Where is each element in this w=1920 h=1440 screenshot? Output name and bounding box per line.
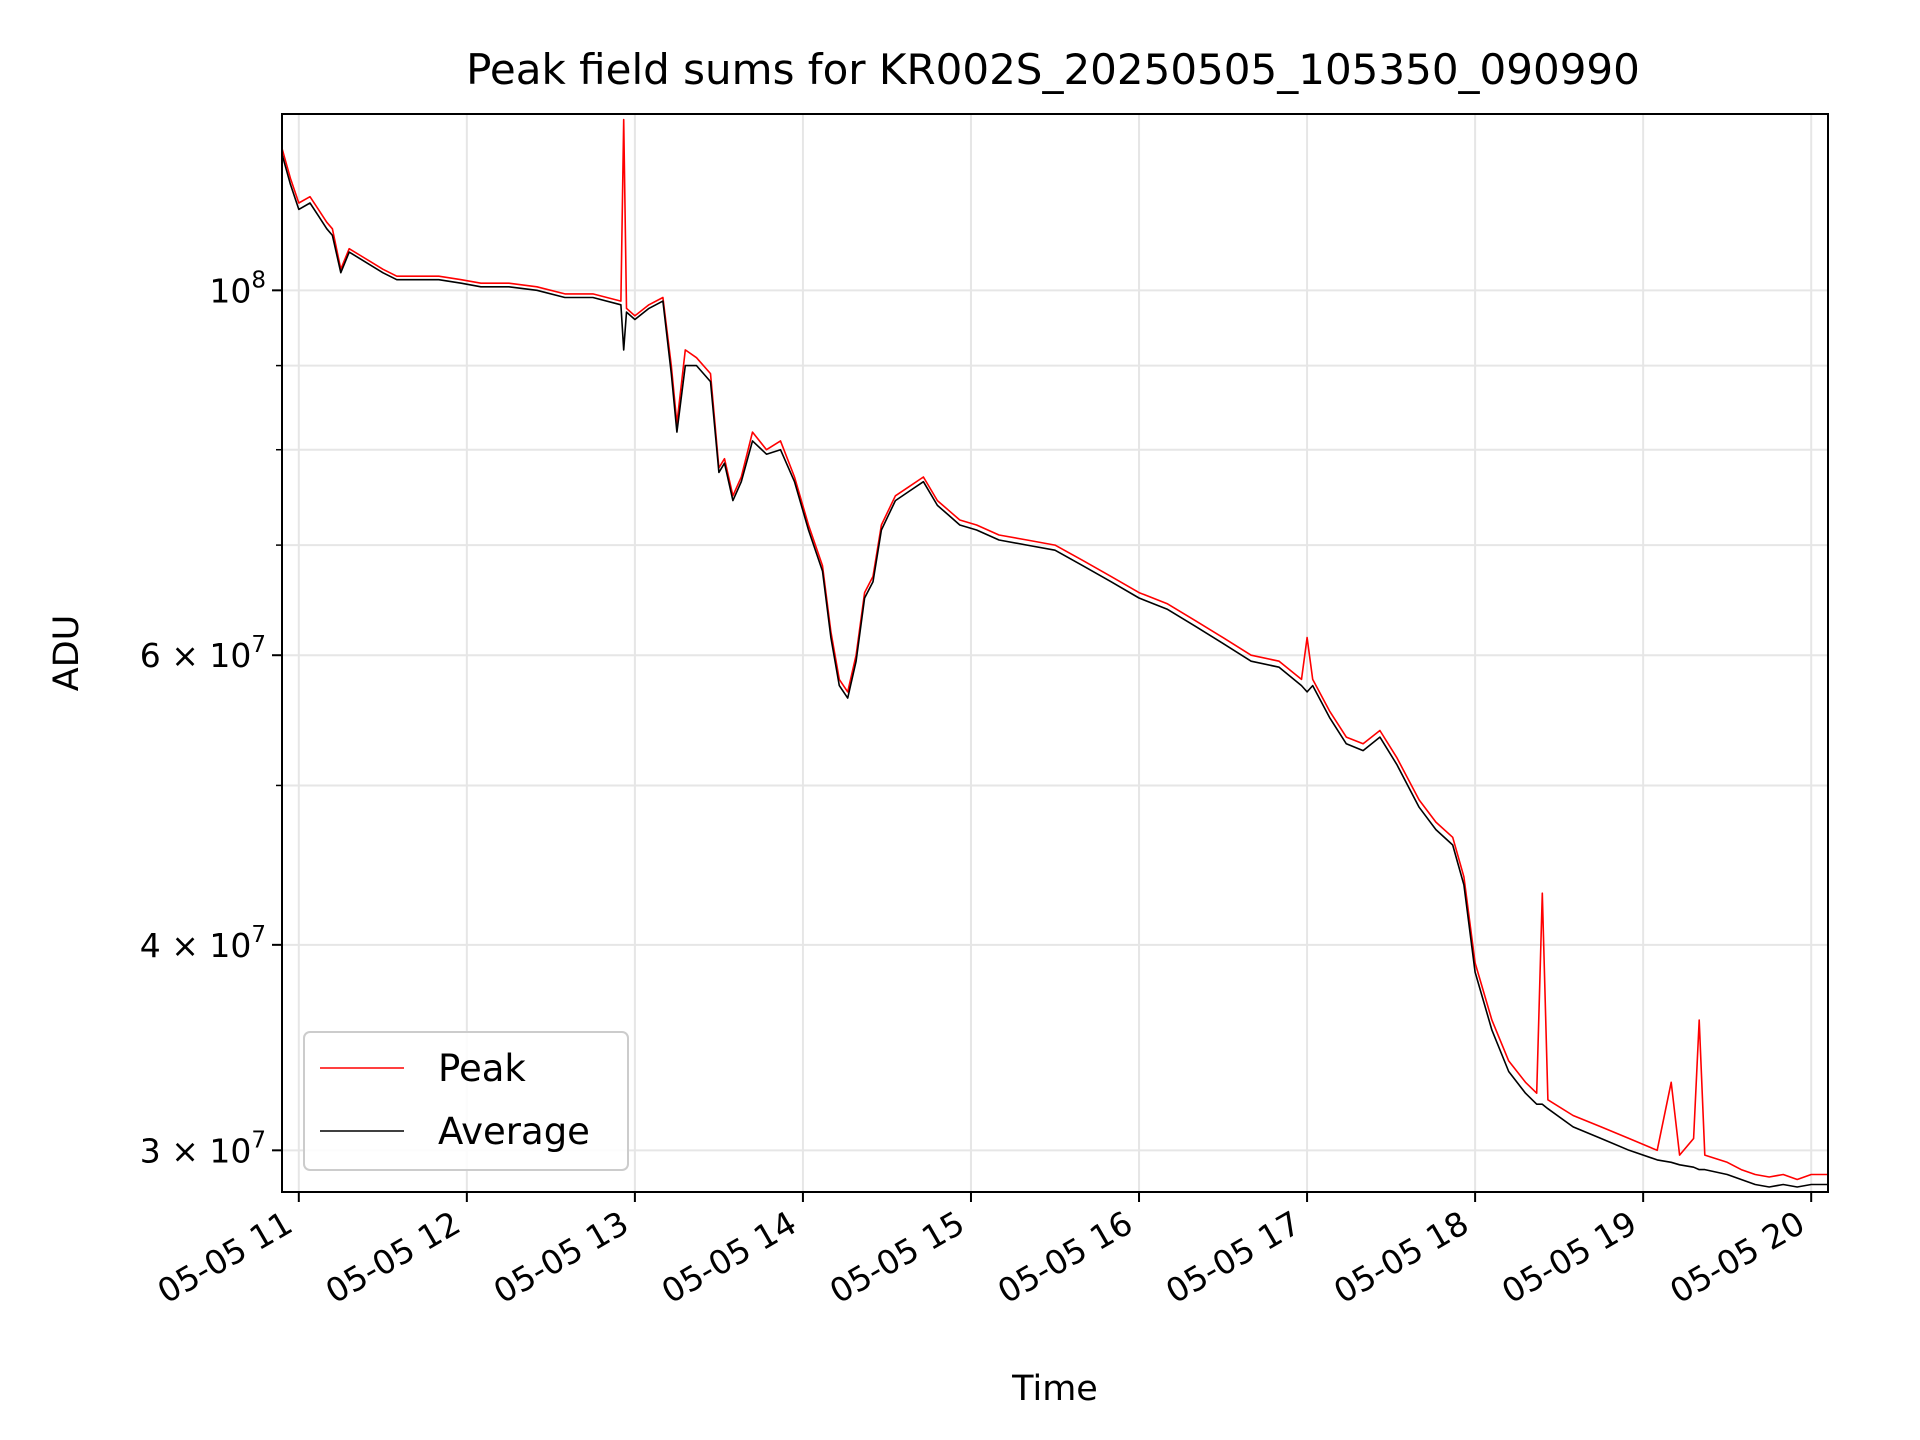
y-tick-times: × bbox=[161, 1131, 210, 1170]
y-tick-times: × bbox=[161, 636, 210, 675]
series-line-average bbox=[282, 153, 1828, 1188]
y-tick-times: × bbox=[161, 926, 210, 965]
legend-label-peak: Peak bbox=[438, 1047, 526, 1090]
y-tick-mantissa: 4 bbox=[140, 926, 161, 965]
x-axis-label: Time bbox=[1011, 1369, 1098, 1409]
y-tick-label: 4 × 107 bbox=[140, 922, 266, 965]
series-line-peak bbox=[282, 118, 1828, 1181]
y-tick-label: 6 × 107 bbox=[140, 632, 266, 675]
y-tick-base: 10 bbox=[209, 271, 251, 310]
y-tick-mantissa: 6 bbox=[140, 636, 161, 675]
y-tick-exponent: 8 bbox=[251, 267, 266, 293]
legend: Peak Average bbox=[303, 1031, 629, 1171]
y-tick-exponent: 7 bbox=[251, 632, 266, 658]
y-tick-label: 3 × 107 bbox=[140, 1127, 266, 1170]
y-tick-exponent: 7 bbox=[251, 1127, 266, 1153]
legend-label-average: Average bbox=[438, 1110, 590, 1153]
y-tick-base: 10 bbox=[209, 636, 251, 675]
y-tick-mantissa: 3 bbox=[140, 1131, 161, 1170]
series-lines bbox=[282, 118, 1828, 1188]
y-tick-base: 10 bbox=[209, 1131, 251, 1170]
y-tick-base: 10 bbox=[209, 926, 251, 965]
chart-title: Peak field sums for KR002S_20250505_1053… bbox=[466, 45, 1640, 94]
y-tick-label: 108 bbox=[209, 267, 266, 310]
plot-frame bbox=[281, 113, 1829, 1193]
y-tick-exponent: 7 bbox=[251, 922, 266, 948]
legend-box bbox=[303, 1031, 629, 1171]
grid bbox=[282, 114, 1828, 1192]
y-axis-label: ADU bbox=[47, 615, 87, 692]
